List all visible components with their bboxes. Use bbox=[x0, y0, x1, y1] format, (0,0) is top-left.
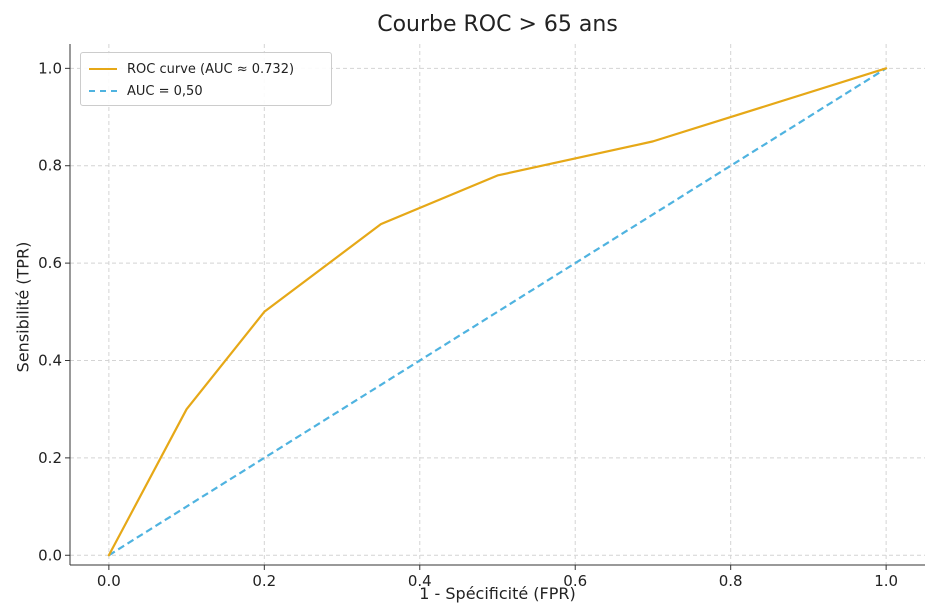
y-tick-label: 1.0 bbox=[38, 59, 62, 77]
legend-label-roc: ROC curve (AUC ≈ 0.732) bbox=[127, 61, 295, 77]
x-tick-label: 1.0 bbox=[874, 572, 898, 590]
x-tick-label: 0.4 bbox=[408, 572, 432, 590]
y-tick-label: 0.8 bbox=[38, 157, 62, 175]
y-tick-label: 0.6 bbox=[38, 254, 62, 272]
legend-item-random: AUC = 0,50 bbox=[89, 82, 203, 100]
y-axis-label: Sensibilité (TPR) bbox=[13, 241, 33, 373]
random-baseline-line bbox=[108, 67, 887, 557]
chart-title: Courbe ROC > 65 ans bbox=[377, 12, 618, 37]
legend-item-roc: ROC curve (AUC ≈ 0.732) bbox=[89, 60, 294, 78]
y-tick-label: 0.2 bbox=[38, 449, 62, 467]
legend-swatch-roc bbox=[89, 68, 117, 70]
roc-curve-line bbox=[107, 67, 888, 557]
x-axis-label: 1 - Spécificité (FPR) bbox=[419, 584, 576, 603]
legend-label-random: AUC = 0,50 bbox=[127, 83, 203, 99]
x-tick-label: 0.6 bbox=[563, 572, 587, 590]
y-tick-label: 0.4 bbox=[38, 351, 62, 369]
legend: ROC curve (AUC ≈ 0.732) AUC = 0,50 bbox=[80, 52, 332, 106]
y-tick-label: 0.0 bbox=[38, 546, 62, 564]
x-tick-label: 0.2 bbox=[252, 572, 276, 590]
x-tick-label: 0.8 bbox=[719, 572, 743, 590]
legend-swatch-random bbox=[89, 90, 117, 92]
x-tick-label: 0.0 bbox=[97, 572, 121, 590]
